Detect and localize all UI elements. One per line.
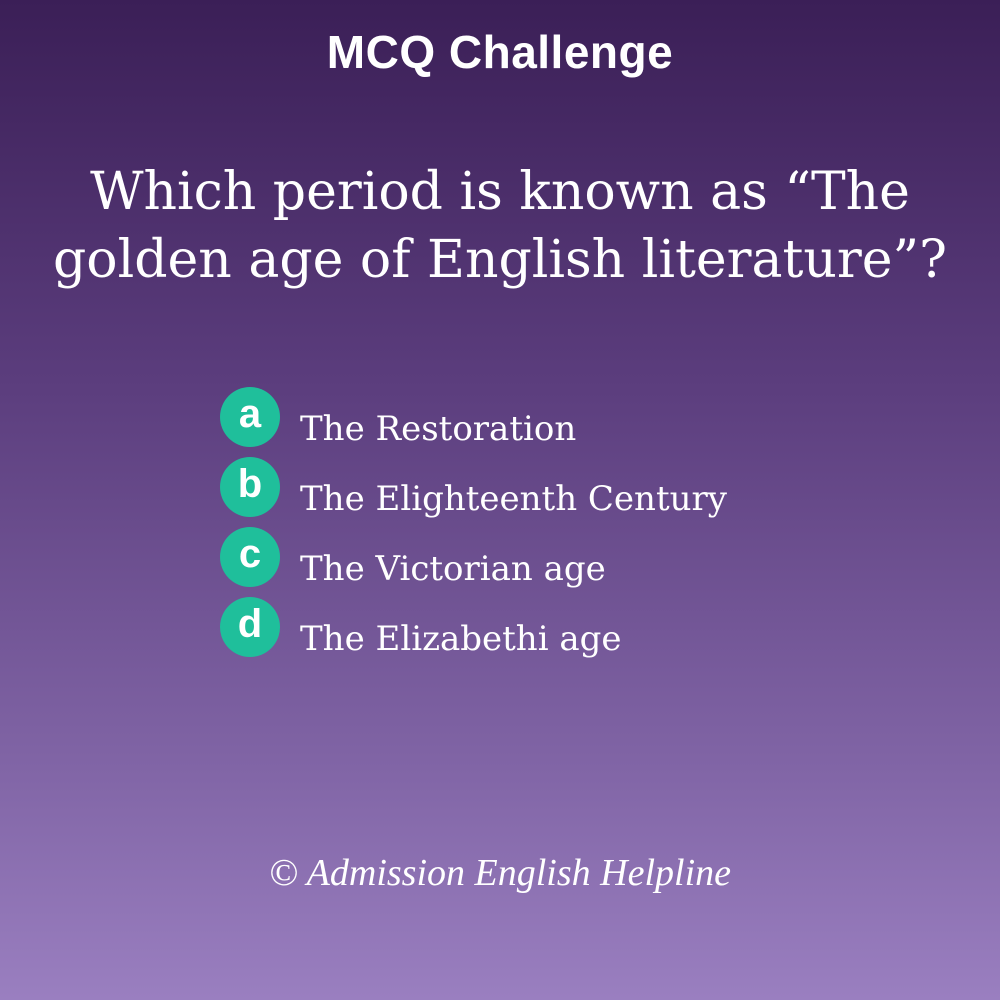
question-text: Which period is known as “The golden age… bbox=[40, 158, 960, 294]
option-a[interactable]: a The Restoration bbox=[220, 387, 920, 458]
option-b[interactable]: b The Elighteenth Century bbox=[220, 457, 920, 528]
option-b-text: The Elighteenth Century bbox=[300, 479, 727, 519]
question-line-1: Which period is known as “The bbox=[90, 162, 910, 222]
option-d-text: The Elizabethi age bbox=[300, 619, 622, 659]
option-c-text: The Victorian age bbox=[300, 549, 606, 589]
option-d-badge: d bbox=[220, 597, 280, 657]
page-title: MCQ Challenge bbox=[326, 26, 674, 78]
option-c[interactable]: c The Victorian age bbox=[220, 527, 920, 598]
option-a-text: The Restoration bbox=[300, 409, 577, 449]
copyright-footer: © Admission English Helpline bbox=[269, 852, 731, 894]
option-d[interactable]: d The Elizabethi age bbox=[220, 597, 920, 668]
option-a-badge: a bbox=[220, 387, 280, 447]
option-c-badge: c bbox=[220, 527, 280, 587]
option-b-badge: b bbox=[220, 457, 280, 517]
question-line-2: golden age of English literature”? bbox=[53, 230, 947, 290]
answer-options: a The Restoration b The Elighteenth Cent… bbox=[220, 387, 920, 668]
